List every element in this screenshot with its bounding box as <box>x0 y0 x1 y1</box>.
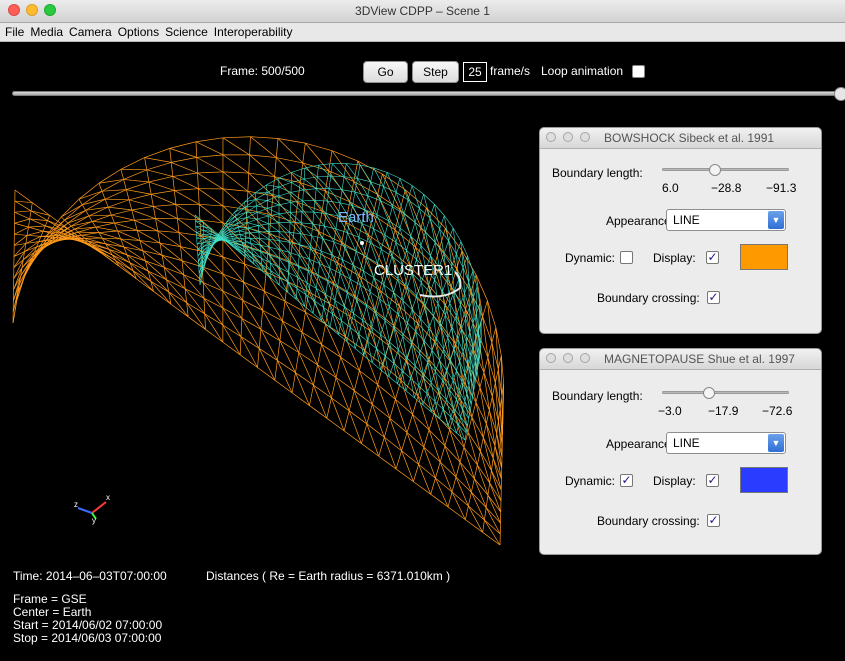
loop-animation-label: Loop animation <box>541 64 624 78</box>
appearance-value: LINE <box>673 436 700 450</box>
boundary-crossing-checkbox[interactable]: ✓ <box>707 290 720 304</box>
frame-readout: Frame = GSE <box>13 592 87 606</box>
menu-camera[interactable]: Camera <box>69 25 112 39</box>
panel-zoom-button[interactable] <box>580 353 590 363</box>
axis-y <box>91 512 97 520</box>
close-window-button[interactable] <box>8 4 20 16</box>
axis-z <box>77 507 93 514</box>
slider-min-value: 6.0 <box>662 181 679 195</box>
zoom-window-button[interactable] <box>44 4 56 16</box>
dynamic-checkbox[interactable]: ✓ <box>620 473 633 487</box>
panel-minimize-button[interactable] <box>563 353 573 363</box>
cluster1-orbit <box>419 271 462 298</box>
display-checkbox[interactable]: ✓ <box>706 473 719 487</box>
slider-max-value: −72.6 <box>762 404 793 418</box>
fps-unit-label: frame/s <box>490 64 531 78</box>
menu-science[interactable]: Science <box>165 25 208 39</box>
appearance-label: Appearance: <box>606 437 675 451</box>
menu-interoperability[interactable]: Interoperability <box>213 25 293 39</box>
bowshock-panel: BOWSHOCK Sibeck et al. 1991 Boundary len… <box>539 127 822 334</box>
menu-media[interactable]: Media <box>30 25 64 39</box>
panel-close-button[interactable] <box>546 353 556 363</box>
axis-x <box>91 501 107 514</box>
magnetopause-mesh <box>194 163 482 441</box>
magnetopause-length-knob[interactable] <box>703 387 715 399</box>
loop-animation-checkbox[interactable] <box>632 65 645 78</box>
bowshock-panel-title: BOWSHOCK Sibeck et al. 1991 <box>604 131 775 145</box>
magnetopause-length-slider[interactable] <box>662 391 789 394</box>
step-button[interactable]: Step <box>412 61 459 83</box>
bowshock-color-swatch[interactable] <box>740 244 788 270</box>
display-label: Display: <box>653 251 696 265</box>
panel-zoom-button[interactable] <box>580 132 590 142</box>
earth-label: Earth <box>338 209 374 226</box>
boundary-length-label: Boundary length: <box>552 166 643 180</box>
earth-marker <box>360 241 364 245</box>
stop-readout: Stop = 2014/06/03 07:00:00 <box>13 631 162 645</box>
display-label: Display: <box>653 474 696 488</box>
animation-controls: Frame: 500/500 Go Step 25 frame/s Loop a… <box>0 43 845 153</box>
dynamic-checkbox[interactable] <box>620 251 633 264</box>
boundary-crossing-checkbox[interactable]: ✓ <box>707 513 720 527</box>
appearance-select[interactable]: LINE ▼ <box>666 209 786 231</box>
slider-min-value: −3.0 <box>658 404 682 418</box>
display-checkbox[interactable]: ✓ <box>706 250 719 264</box>
slider-current-value: −17.9 <box>708 404 739 418</box>
chevron-down-icon: ▼ <box>768 434 784 452</box>
3d-view-canvas[interactable]: x y z <box>0 100 845 570</box>
fps-input[interactable]: 25 <box>463 62 487 82</box>
boundary-crossing-label: Boundary crossing: <box>597 291 700 305</box>
axis-z-label: z <box>74 500 78 509</box>
time-readout: Time: 2014–06–03T07:00:00 <box>13 569 167 583</box>
magnetopause-panel: MAGNETOPAUSE Shue et al. 1997 Boundary l… <box>539 348 822 555</box>
timeline-slider[interactable] <box>12 91 840 96</box>
magnetopause-color-swatch[interactable] <box>740 467 788 493</box>
bowshock-length-slider[interactable] <box>662 168 789 171</box>
magnetopause-panel-titlebar[interactable]: MAGNETOPAUSE Shue et al. 1997 <box>540 349 821 370</box>
center-readout: Center = Earth <box>13 605 92 619</box>
timeline-slider-knob[interactable] <box>834 87 845 101</box>
slider-max-value: −91.3 <box>766 181 797 195</box>
bowshock-length-knob[interactable] <box>709 164 721 176</box>
appearance-label: Appearance: <box>606 214 675 228</box>
frame-counter: Frame: 500/500 <box>220 64 305 78</box>
slider-current-value: −28.8 <box>711 181 742 195</box>
axis-y-label: y <box>92 516 96 525</box>
bowshock-panel-titlebar[interactable]: BOWSHOCK Sibeck et al. 1991 <box>540 128 821 149</box>
go-button[interactable]: Go <box>363 61 408 83</box>
chevron-down-icon: ▼ <box>768 211 784 229</box>
start-readout: Start = 2014/06/02 07:00:00 <box>13 618 163 632</box>
dynamic-label: Dynamic: <box>565 474 616 488</box>
panel-minimize-button[interactable] <box>563 132 573 142</box>
magnetopause-panel-title: MAGNETOPAUSE Shue et al. 1997 <box>604 352 795 366</box>
minimize-window-button[interactable] <box>26 4 38 16</box>
cluster1-label: CLUSTER1 <box>374 262 453 279</box>
appearance-select[interactable]: LINE ▼ <box>666 432 786 454</box>
appearance-value: LINE <box>673 213 700 227</box>
boundary-crossing-label: Boundary crossing: <box>597 514 700 528</box>
distances-readout: Distances ( Re = Earth radius = 6371.010… <box>206 569 451 583</box>
dynamic-label: Dynamic: <box>565 251 616 265</box>
panel-close-button[interactable] <box>546 132 556 142</box>
menu-options[interactable]: Options <box>117 25 160 39</box>
menu-file[interactable]: File <box>5 25 25 39</box>
window-title: 3DView CDPP – Scene 1 <box>355 4 490 18</box>
title-bar: 3DView CDPP – Scene 1 <box>0 0 845 23</box>
boundary-length-label: Boundary length: <box>552 389 643 403</box>
menu-bar: File Media Camera Options Science Intero… <box>0 23 845 42</box>
axis-x-label: x <box>106 493 110 502</box>
